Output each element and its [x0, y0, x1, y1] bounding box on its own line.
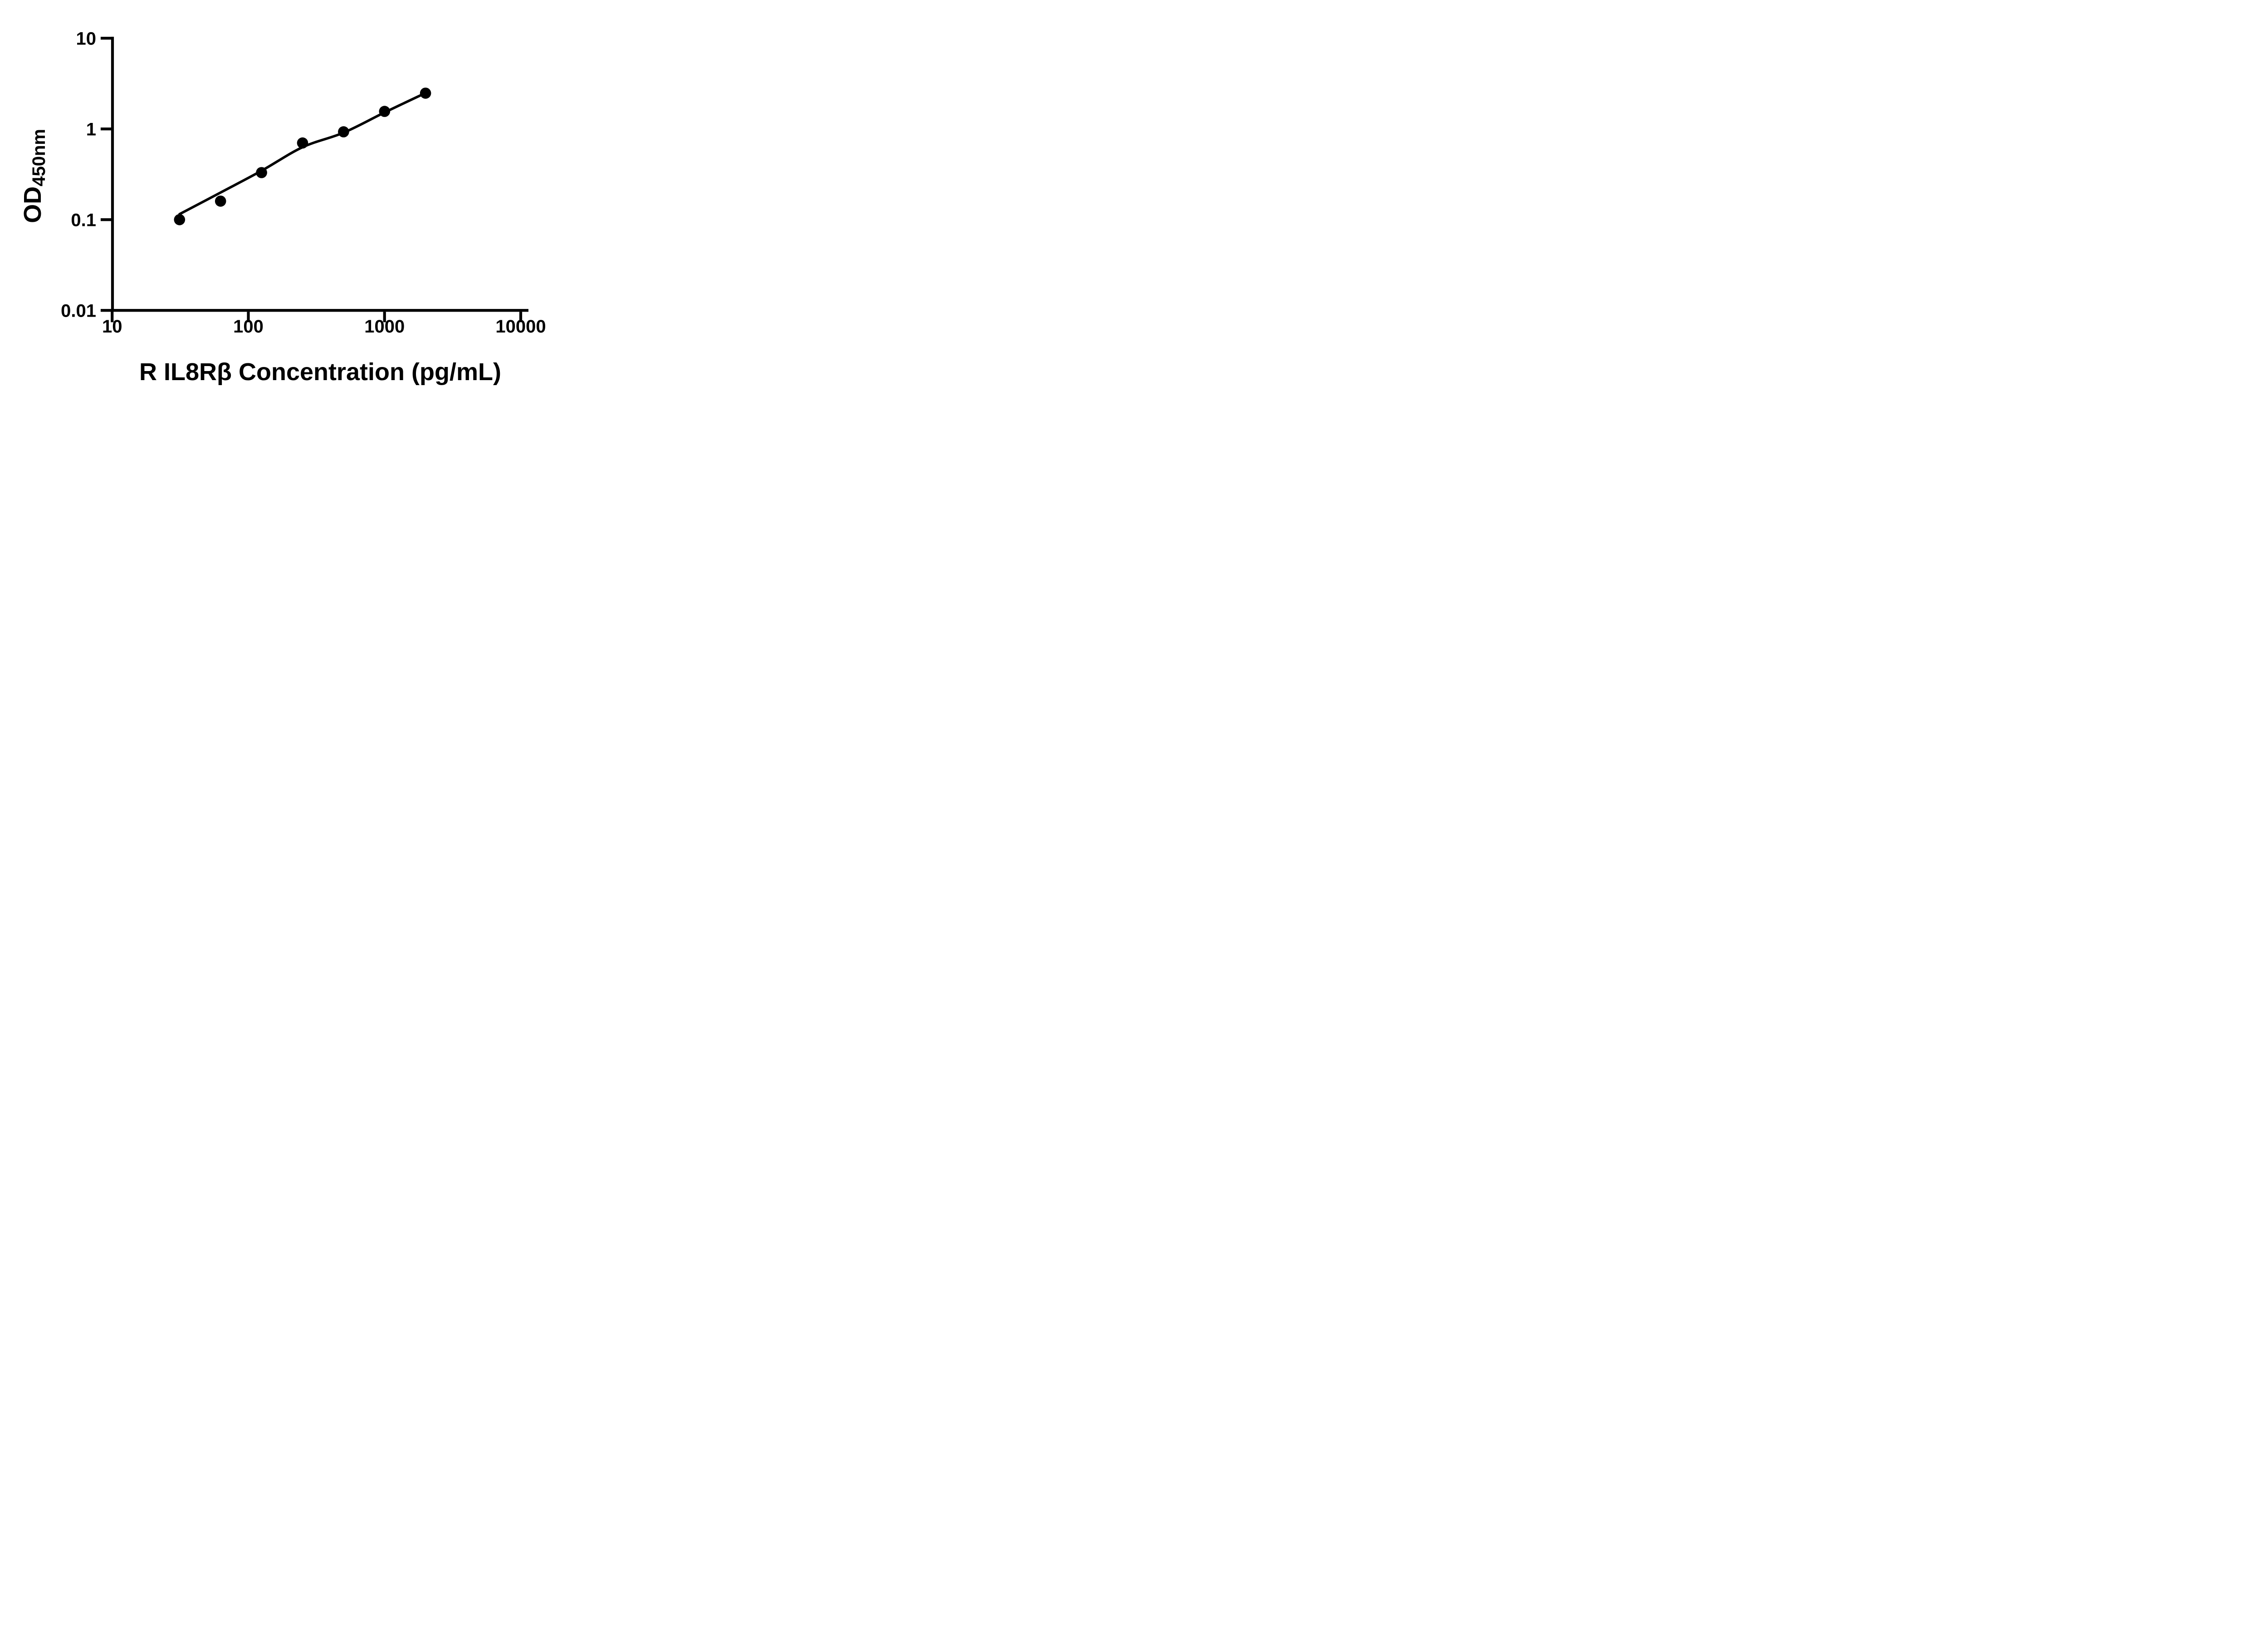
x-tick-label: 100 [233, 317, 264, 337]
y-tick-label: 0.01 [61, 301, 96, 321]
data-point [379, 106, 391, 117]
y-tick-label: 1 [86, 120, 96, 140]
y-axis-title-subscript: 450nm [29, 129, 49, 186]
chart-canvas: 10 1 0.1 0.01 10 100 1000 10000 R IL8Rβ Concent… [19, 29, 546, 386]
x-axis-title: R IL8Rβ Concentration (pg/mL) [139, 358, 501, 386]
x-tick-label: 10000 [495, 317, 546, 337]
elisa-standard-curve-figure: 10 1 0.1 0.01 10 100 1000 10000 R IL8Rβ Concent… [0, 0, 583, 408]
data-point [297, 137, 308, 149]
data-point [256, 167, 267, 178]
y-tick-label: 0.1 [71, 210, 96, 230]
plot-area: 10 1 0.1 0.01 10 100 1000 10000 [61, 29, 546, 337]
data-point [174, 214, 186, 225]
y-tick-label: 10 [76, 29, 97, 49]
data-point [420, 88, 431, 99]
y-axis-title-main: OD [19, 186, 46, 223]
y-axis-title: OD450nm [19, 129, 49, 223]
data-point [338, 126, 349, 137]
x-tick-label: 10 [102, 317, 122, 337]
data-point [215, 196, 226, 207]
x-tick-label: 1000 [364, 317, 405, 337]
